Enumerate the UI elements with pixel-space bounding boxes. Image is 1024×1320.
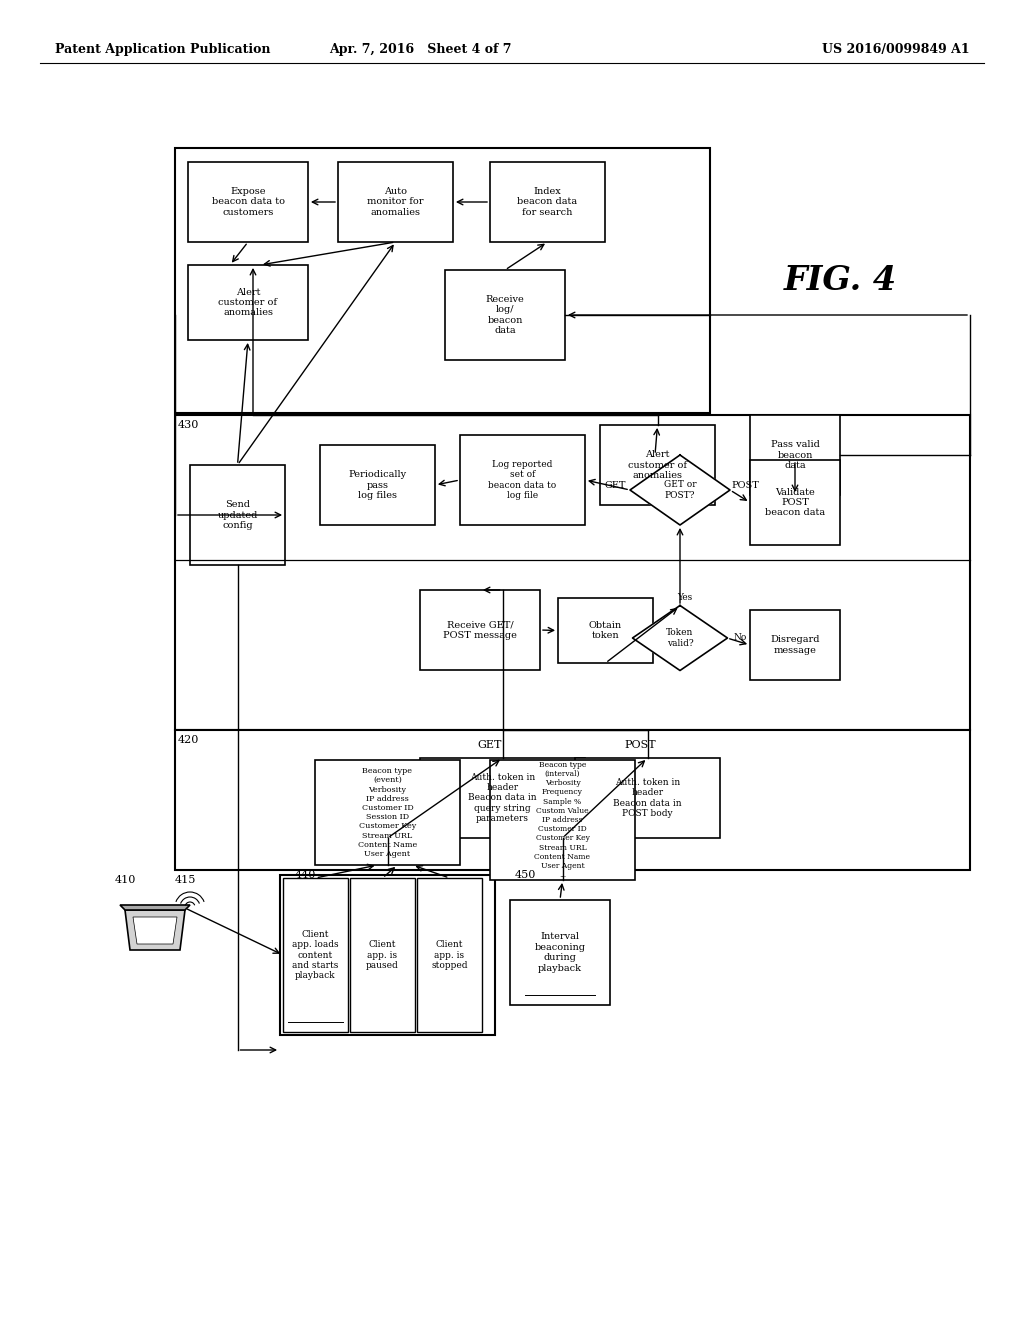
Bar <box>175 730 970 870</box>
Bar <box>558 598 653 663</box>
Bar <box>338 162 453 242</box>
Text: Receive GET/
POST message: Receive GET/ POST message <box>443 620 517 640</box>
Text: Interval
beaconing
during
playback: Interval beaconing during playback <box>535 932 586 973</box>
Text: 415: 415 <box>175 875 197 884</box>
Text: US 2016/0099849 A1: US 2016/0099849 A1 <box>822 44 970 57</box>
Text: Auth. token in
header
Beacon data in
query string
parameters: Auth. token in header Beacon data in que… <box>468 772 537 824</box>
Text: Periodically
pass
log files: Periodically pass log files <box>348 470 407 500</box>
Text: Send
updated
config: Send updated config <box>217 500 258 529</box>
Text: Apr. 7, 2016   Sheet 4 of 7: Apr. 7, 2016 Sheet 4 of 7 <box>329 44 511 57</box>
Text: Receive
log/
beacon
data: Receive log/ beacon data <box>485 294 524 335</box>
Bar <box>420 758 585 838</box>
Text: Beacon type
(event)
Verbosity
IP address
Customer ID
Session ID
Customer Key
Str: Beacon type (event) Verbosity IP address… <box>357 767 417 858</box>
Text: Obtain
token: Obtain token <box>589 620 622 640</box>
Text: Pass valid
beacon
data: Pass valid beacon data <box>771 440 819 470</box>
Text: Alert
customer of
anomalies: Alert customer of anomalies <box>218 288 278 317</box>
Bar <box>750 459 840 545</box>
Text: Client
app. loads
content
and starts
playback: Client app. loads content and starts pla… <box>292 929 339 981</box>
Bar <box>190 465 285 565</box>
Bar <box>750 610 840 680</box>
Bar <box>490 760 635 880</box>
Text: Yes: Yes <box>677 594 692 602</box>
Bar <box>319 445 435 525</box>
Bar <box>510 900 610 1005</box>
Bar <box>175 414 970 730</box>
Text: No: No <box>733 634 746 643</box>
Bar <box>188 162 308 242</box>
Text: 410: 410 <box>115 875 136 884</box>
Bar <box>460 436 585 525</box>
Text: 430: 430 <box>178 420 200 430</box>
Polygon shape <box>633 606 727 671</box>
Bar <box>445 271 565 360</box>
Text: GET: GET <box>604 480 626 490</box>
Text: Patent Application Publication: Patent Application Publication <box>55 44 270 57</box>
Text: GET: GET <box>478 741 502 750</box>
Bar <box>417 878 482 1032</box>
Bar <box>283 878 348 1032</box>
Polygon shape <box>133 917 177 944</box>
Text: Expose
beacon data to
customers: Expose beacon data to customers <box>212 187 285 216</box>
Text: Auto
monitor for
anomalies: Auto monitor for anomalies <box>368 187 424 216</box>
Bar <box>175 148 710 413</box>
Text: Index
beacon data
for search: Index beacon data for search <box>517 187 578 216</box>
Text: Beacon type
(interval)
Verbosity
Frequency
Sample %
Custom Value
IP address
Cust: Beacon type (interval) Verbosity Frequen… <box>535 760 591 879</box>
Bar <box>750 414 840 495</box>
Text: 440: 440 <box>295 870 316 880</box>
Text: Auth. token in
header
Beacon data in
POST body: Auth. token in header Beacon data in POS… <box>613 777 682 818</box>
Text: Client
app. is
paused: Client app. is paused <box>367 940 399 970</box>
Text: GET or
POST?: GET or POST? <box>664 480 696 500</box>
Text: Disregard
message: Disregard message <box>770 635 820 655</box>
Text: Log reported
set of
beacon data to
log file: Log reported set of beacon data to log f… <box>488 459 557 500</box>
Bar <box>188 265 308 341</box>
Text: Token
valid?: Token valid? <box>667 628 693 648</box>
Polygon shape <box>125 909 185 950</box>
Polygon shape <box>630 455 730 525</box>
Text: Alert
customer of
anomalies: Alert customer of anomalies <box>628 450 687 480</box>
Bar <box>575 758 720 838</box>
Bar <box>280 875 495 1035</box>
Bar <box>315 760 460 865</box>
Text: Validate
POST
beacon data: Validate POST beacon data <box>765 487 825 517</box>
Text: POST: POST <box>625 741 655 750</box>
Bar <box>420 590 540 671</box>
Bar <box>350 878 415 1032</box>
Polygon shape <box>120 906 190 909</box>
Text: 450: 450 <box>515 870 537 880</box>
Text: Client
app. is
stopped: Client app. is stopped <box>431 940 468 970</box>
Text: FIG. 4: FIG. 4 <box>783 264 897 297</box>
Text: 420: 420 <box>178 735 200 744</box>
Bar <box>490 162 605 242</box>
Bar <box>600 425 715 506</box>
Text: POST: POST <box>731 480 759 490</box>
